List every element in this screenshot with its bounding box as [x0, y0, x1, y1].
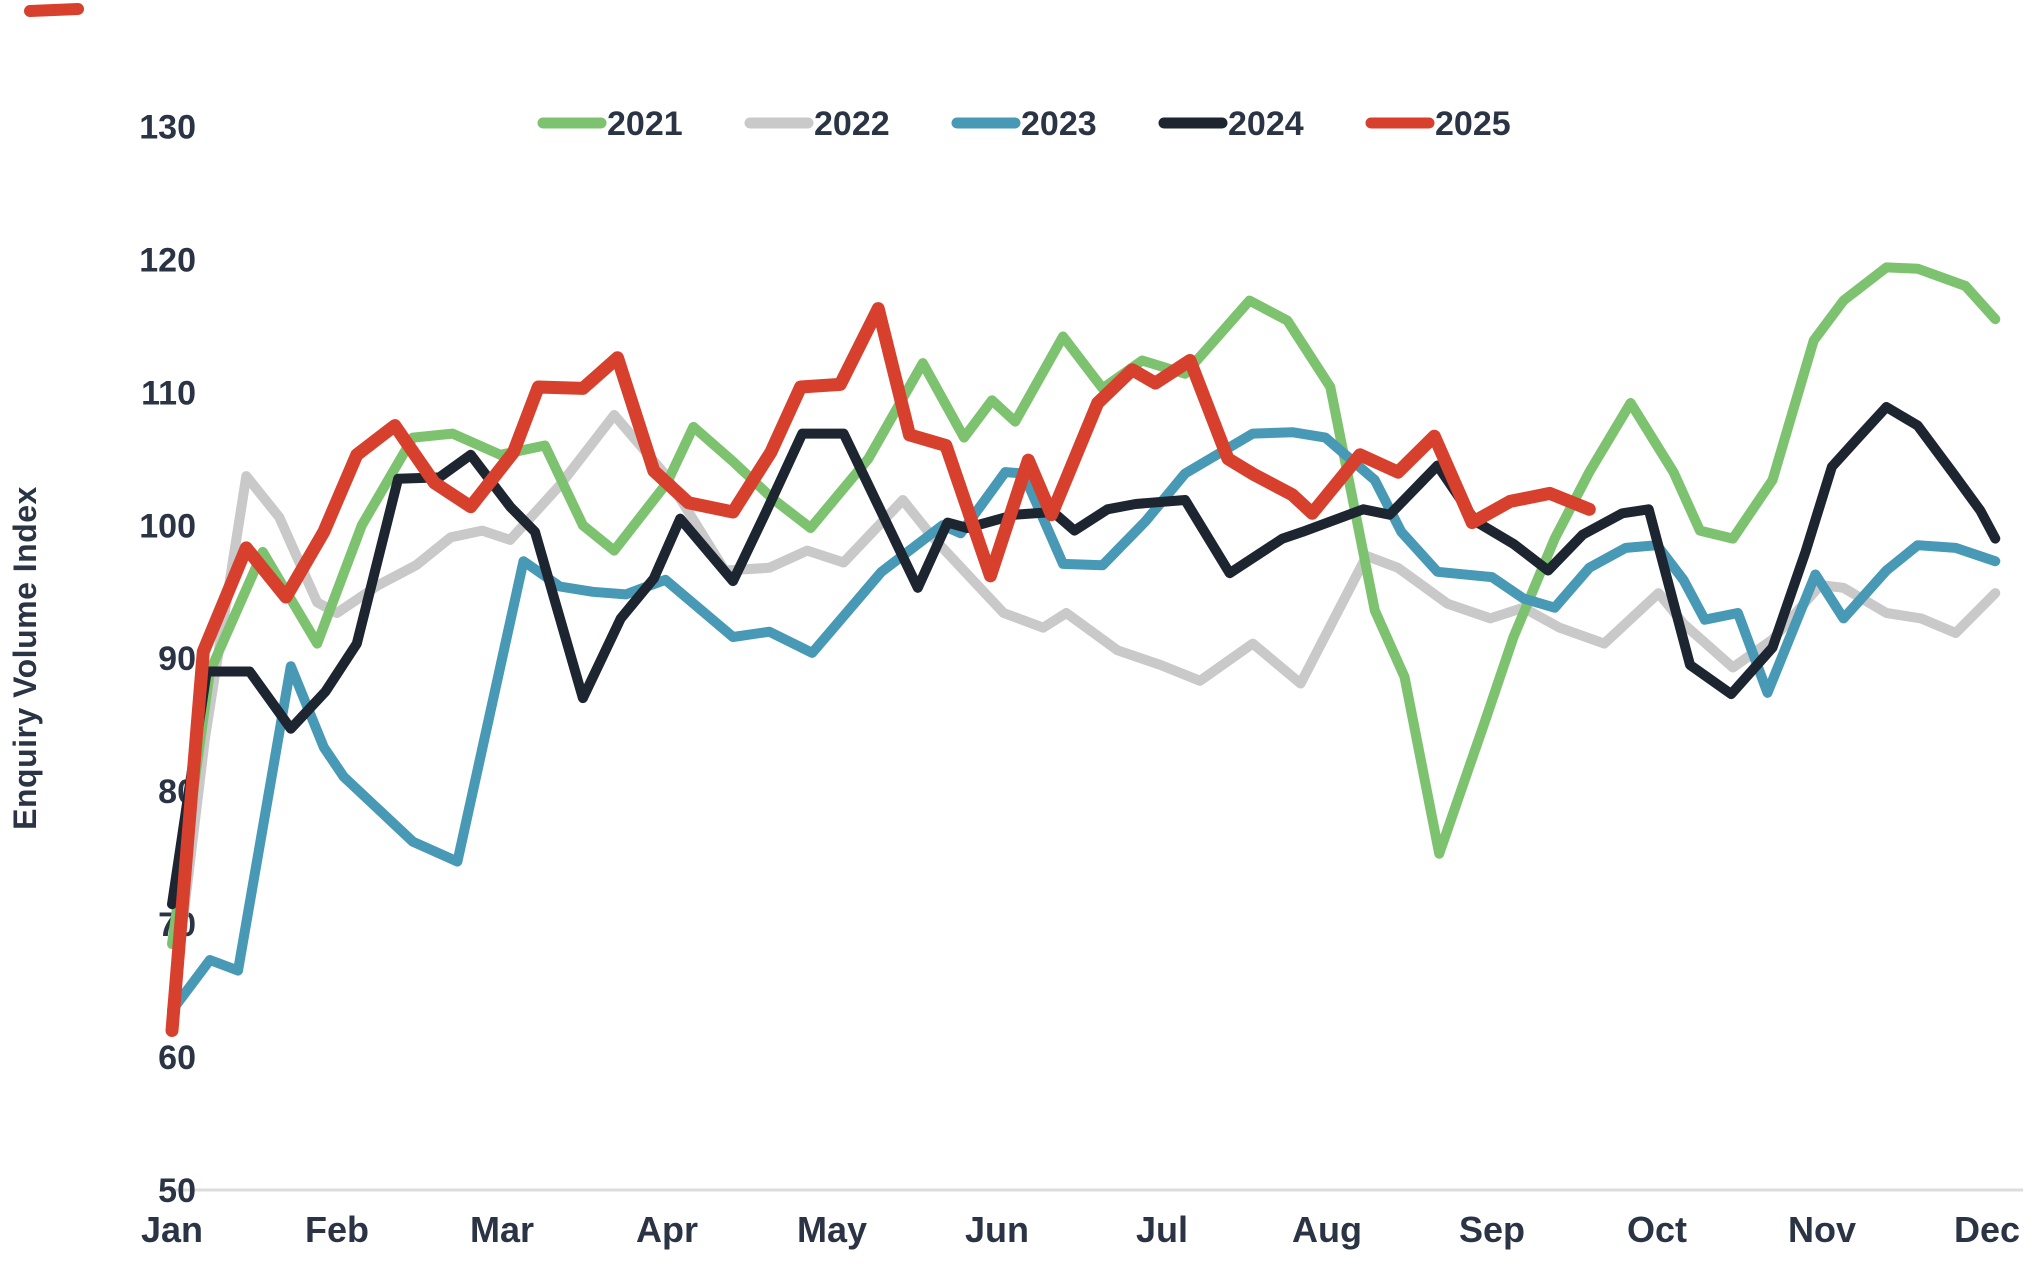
x-tick-label-sep: Sep	[1459, 1209, 1525, 1250]
series-line-2021	[167, 262, 2001, 950]
x-tick-label-jun: Jun	[965, 1209, 1029, 1250]
x-tick-label-oct: Oct	[1627, 1209, 1687, 1250]
x-tick-label-may: May	[797, 1209, 867, 1250]
legend-item-2024[interactable]: 2024	[1158, 105, 1304, 143]
x-tick-label-feb: Feb	[305, 1209, 369, 1250]
legend-label-2025: 2025	[1435, 105, 1511, 143]
series-line-2025	[165, 302, 1596, 1037]
y-tick-label-120: 120	[139, 241, 196, 279]
x-tick-label-jan: Jan	[141, 1209, 203, 1250]
x-tick-label-mar: Mar	[470, 1209, 534, 1250]
series-line-2024	[167, 402, 2001, 910]
legend-item-2021[interactable]: 2021	[537, 105, 683, 143]
legend-label-2022: 2022	[814, 105, 890, 143]
cropped-line-fragment	[24, 3, 84, 17]
series-line-2022	[167, 410, 2001, 1016]
y-tick-label-100: 100	[139, 507, 196, 545]
legend-item-2025[interactable]: 2025	[1365, 105, 1511, 143]
y-tick-label-130: 130	[139, 108, 196, 146]
x-tick-label-jul: Jul	[1136, 1209, 1188, 1250]
y-tick-label-110: 110	[141, 374, 196, 412]
legend-label-2024: 2024	[1228, 105, 1304, 143]
legend-item-2022[interactable]: 2022	[744, 105, 890, 143]
x-tick-label-aug: Aug	[1292, 1209, 1362, 1250]
x-tick-label-apr: Apr	[636, 1209, 698, 1250]
y-tick-label-90: 90	[158, 640, 196, 678]
x-tick-label-dec: Dec	[1954, 1209, 2020, 1250]
series-line-2023	[167, 427, 2001, 1016]
x-tick-label-nov: Nov	[1788, 1209, 1856, 1250]
y-tick-label-50: 50	[158, 1172, 196, 1210]
y-tick-label-60: 60	[158, 1039, 196, 1077]
legend-item-2023[interactable]: 2023	[951, 105, 1097, 143]
legend-label-2021: 2021	[607, 105, 683, 143]
legend-label-2023: 2023	[1021, 105, 1097, 143]
y-axis-title: Enquiry Volume Index	[7, 486, 43, 830]
